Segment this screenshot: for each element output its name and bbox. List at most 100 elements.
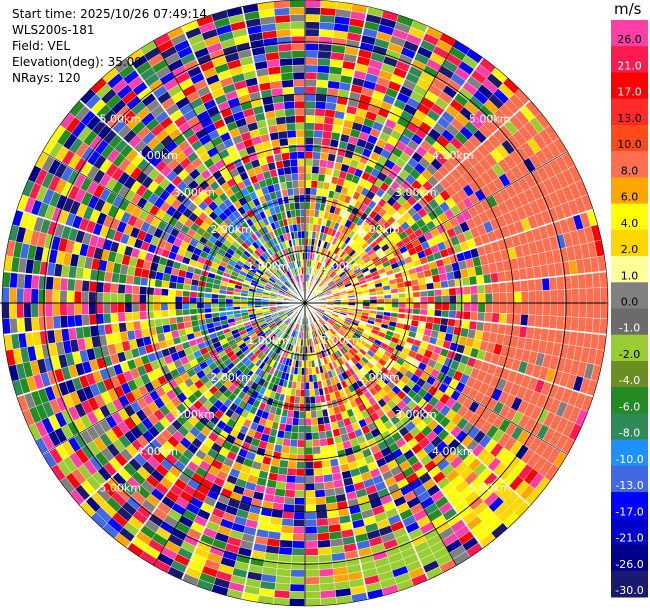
gate-cell: [124, 293, 133, 304]
gate-cell: [30, 288, 39, 304]
gate-cell: [316, 525, 330, 534]
gate-cell: [279, 65, 294, 74]
gate-cell: [591, 317, 601, 335]
gate-cell: [542, 302, 551, 316]
gate-cell: [499, 292, 508, 304]
gate-cell: [520, 279, 529, 292]
gate-cell: [37, 288, 46, 304]
gate-cell: [384, 298, 392, 304]
gate-cell: [283, 166, 292, 175]
gate-cell: [584, 317, 594, 334]
gate-cell: [189, 296, 198, 304]
gate-cell: [593, 287, 601, 304]
gate-cell: [304, 540, 318, 549]
gate-cell: [315, 101, 327, 110]
gate-cell: [274, 14, 291, 24]
gate-cell: [535, 302, 544, 316]
gate-cell: [448, 294, 457, 304]
gate-cell: [292, 417, 300, 426]
gate-cell: [427, 302, 436, 310]
gate-cell: [304, 86, 317, 95]
gate-cell: [520, 302, 529, 315]
gate-cell: [362, 299, 371, 304]
gate-cell: [295, 475, 306, 484]
gate-cell: [103, 281, 112, 293]
gate-cell: [282, 159, 291, 168]
gate-cell: [431, 274, 441, 283]
gate-cell: [498, 281, 507, 293]
gate-cell: [218, 302, 226, 308]
gate-cell: [304, 569, 320, 578]
gate-cell: [318, 431, 327, 440]
gate-cell: [316, 79, 329, 88]
gate-cell: [448, 302, 457, 312]
gate-cell: [298, 410, 306, 419]
gate-cell: [304, 50, 319, 59]
gate-cell: [281, 79, 294, 88]
gate-cell: [9, 317, 19, 335]
gate-cell: [314, 482, 325, 491]
gate-cell: [313, 475, 325, 484]
gate-cell: [319, 21, 335, 31]
gate-cell: [276, 29, 292, 38]
gate-cell: [304, 576, 320, 585]
gate-cell: [102, 302, 111, 314]
gate-cell: [376, 298, 385, 304]
gate-cell: [117, 293, 126, 304]
gate-cell: [280, 72, 294, 81]
gate-cell: [309, 396, 316, 405]
gate-cell: [528, 302, 537, 316]
gate-cell: [292, 180, 300, 189]
gate-cell: [291, 555, 306, 563]
gate-cell: [304, 35, 320, 44]
gate-cell: [59, 277, 69, 291]
gate-cell: [412, 302, 421, 310]
gate-cell: [283, 496, 295, 505]
gate-cell: [534, 314, 543, 329]
gate-cell: [125, 274, 135, 286]
gate-cell: [570, 316, 579, 332]
gate-cell: [384, 302, 392, 308]
gate-cell: [293, 518, 306, 527]
gate-cell: [304, 108, 316, 116]
gate-cell: [111, 322, 120, 334]
gate-cell: [274, 109, 286, 118]
gate-cell: [313, 122, 325, 131]
gate-cell: [304, 562, 320, 571]
gate-cell: [73, 302, 82, 316]
gate-cell: [304, 100, 316, 109]
gate-cell: [284, 423, 293, 433]
gate-cell: [278, 546, 293, 556]
gate-cell: [557, 289, 565, 304]
gate-cell: [311, 431, 320, 441]
gate-cell: [160, 295, 169, 304]
gate-cell: [600, 302, 609, 320]
gate-cell: [167, 295, 176, 304]
gate-cell: [322, 466, 333, 476]
gate-cell: [317, 546, 332, 556]
gate-cell: [321, 459, 332, 469]
gate-cell: [304, 446, 314, 455]
gate-cell: [309, 381, 315, 390]
gate-cell: [9, 271, 19, 289]
gate-cell: [138, 294, 147, 304]
gate-cell: [131, 302, 140, 313]
gate-cell: [294, 490, 306, 498]
gate-cell: [304, 526, 318, 535]
gate-cell: [456, 302, 464, 312]
gate-cell: [169, 323, 179, 332]
gate-cell: [218, 298, 226, 304]
gate-cell: [285, 482, 296, 491]
gate-cell: [298, 418, 306, 426]
gate-cell: [319, 152, 329, 161]
gate-cell: [549, 302, 558, 317]
gate-cell: [279, 532, 294, 541]
gate-cell: [304, 518, 317, 527]
gate-cell: [304, 497, 316, 506]
gate-cell: [506, 302, 515, 315]
gate-cell: [319, 438, 328, 447]
gate-cell: [274, 582, 291, 592]
gate-cell: [316, 409, 324, 418]
gate-cell: [288, 144, 298, 153]
